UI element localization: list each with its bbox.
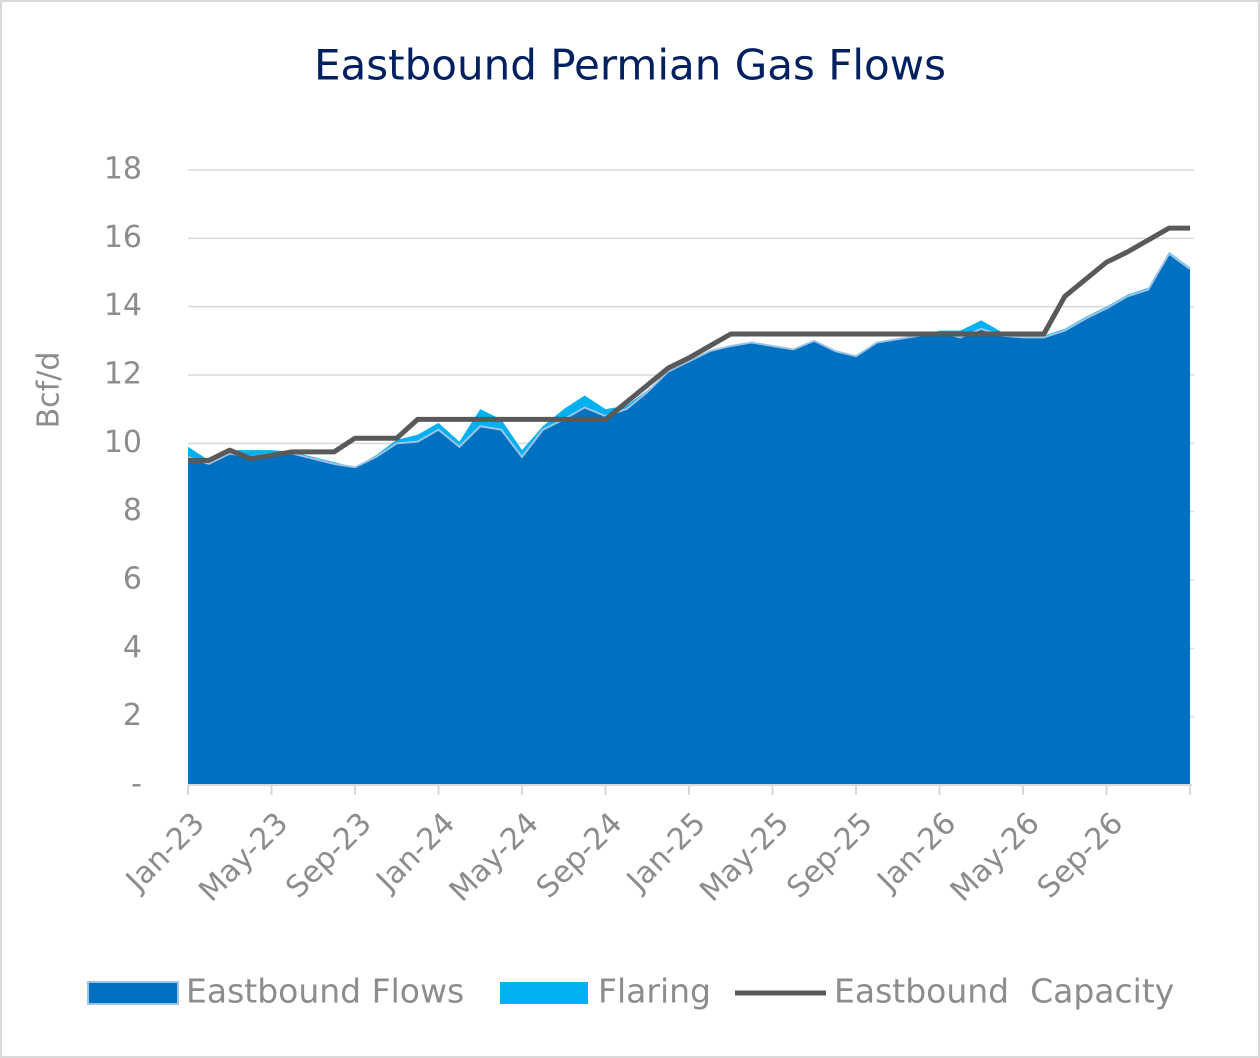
legend-label: Eastbound Capacity [834,972,1174,1011]
area-eastbound-flows [188,253,1190,786]
legend-swatch [500,982,588,1004]
y-tick-label: 4 [123,630,142,665]
line-capacity [188,225,1190,463]
y-tick-label: 8 [123,493,142,528]
legend-swatch [87,981,179,1005]
y-tick-label: 10 [104,425,142,460]
area-edge [187,252,1191,469]
y-tick-label: 12 [104,357,142,392]
y-tick-label: 16 [104,220,142,255]
y-tick-label: - [131,767,142,802]
y-tick-label: 2 [123,698,142,733]
y-axis-label: Bcf/d [32,352,67,429]
y-tick-label: 6 [123,562,142,597]
y-tick-label: 14 [104,288,142,323]
chart-title: Eastbound Permian Gas Flows [314,41,946,90]
legend-label: Flaring [598,972,711,1011]
y-tick-label: 18 [104,152,142,187]
legend-label: Eastbound Flows [186,972,464,1011]
